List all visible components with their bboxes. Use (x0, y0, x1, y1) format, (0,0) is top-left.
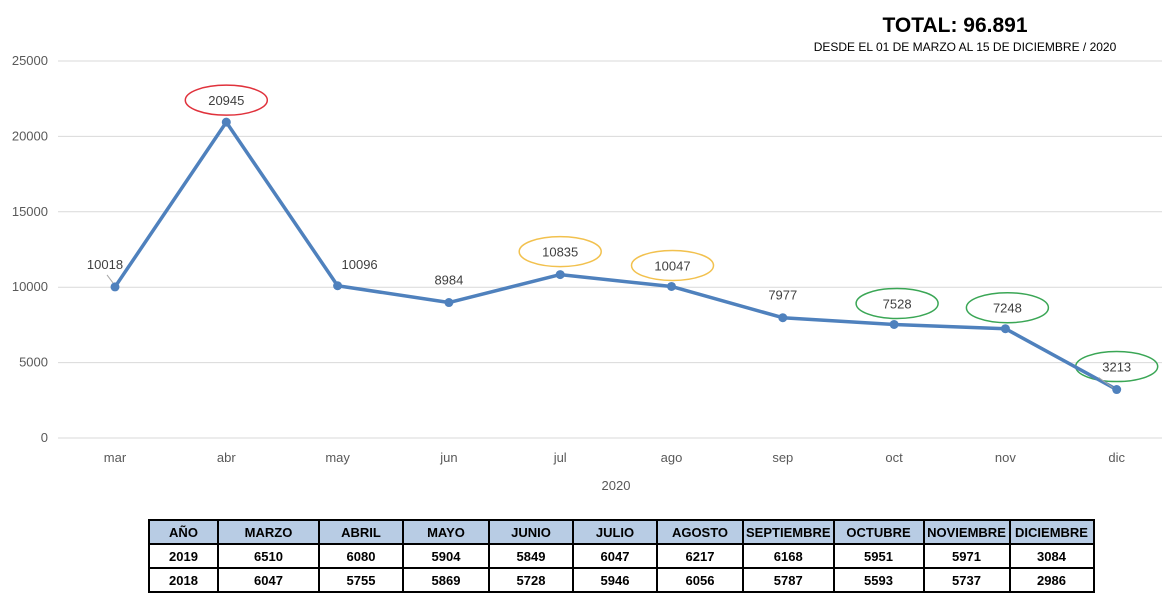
table-cell: 5737 (922, 567, 1011, 593)
data-point (889, 319, 899, 329)
data-point (333, 281, 343, 291)
table-cell: 2986 (1008, 567, 1095, 593)
series-line (113, 120, 1118, 392)
table-cell: 5593 (832, 567, 925, 593)
table-cell: 5951 (832, 543, 925, 569)
x-tick-label: jul (553, 450, 567, 465)
label-leader-line (1098, 377, 1113, 388)
table-cell: 6217 (656, 543, 744, 569)
table-cell: 5728 (488, 567, 574, 593)
x-tick-label: dic (1108, 450, 1125, 465)
table-cell: 5869 (402, 567, 490, 593)
highlight-ellipse (184, 84, 269, 116)
table-cell: 5755 (318, 567, 404, 593)
x-tick-label: jun (439, 450, 457, 465)
table-cell: 6168 (742, 543, 835, 569)
data-point (1112, 385, 1122, 395)
data-point (221, 117, 231, 127)
table-row: 2018 6047 5755 5869 5728 5946 6056 5787 … (148, 567, 1095, 593)
x-tick-label: oct (885, 450, 903, 465)
table-cell: 2018 (148, 567, 219, 593)
label-leader-line (106, 274, 114, 284)
table-cell: 6047 (572, 543, 658, 569)
table-cell: 3084 (1008, 543, 1095, 569)
y-tick-label: 25000 (12, 53, 48, 68)
header-cell-august: AGOSTO (656, 519, 744, 545)
header-cell-may: MAYO (402, 519, 490, 545)
table-cell: 5946 (572, 567, 658, 593)
x-tick-label: nov (995, 450, 1016, 465)
y-tick-label: 15000 (12, 204, 48, 219)
x-tick-label: may (325, 450, 350, 465)
highlight-ellipse (518, 235, 602, 268)
data-label: 7977 (768, 288, 797, 303)
y-tick-label: 20000 (12, 128, 48, 143)
highlight-ellipse (855, 287, 939, 320)
monthly-comparison-table: AÑO MARZO ABRIL MAYO JUNIO JULIO AGOSTO … (148, 519, 1095, 593)
header-cell-november: NOVIEMBRE (922, 519, 1011, 545)
header-cell-june: JUNIO (488, 519, 574, 545)
data-label: 10096 (342, 257, 378, 272)
x-tick-label: mar (104, 450, 127, 465)
header-cell-year: AÑO (148, 519, 219, 545)
table-cell: 5849 (488, 543, 574, 569)
data-label: 8984 (434, 273, 463, 288)
data-label: 3213 (1102, 360, 1131, 375)
y-tick-label: 5000 (19, 355, 48, 370)
chart-total-title: TOTAL: 96.891 (882, 14, 1028, 37)
header-cell-march: MARZO (217, 519, 320, 545)
y-tick-label: 10000 (12, 279, 48, 294)
table-cell: 6047 (217, 567, 320, 593)
table-cell: 6056 (656, 567, 744, 593)
data-point (778, 313, 788, 323)
x-tick-label: abr (217, 450, 236, 465)
header-cell-december: DICIEMBRE (1008, 519, 1095, 545)
data-label: 7528 (883, 296, 912, 311)
header-cell-july: JULIO (572, 519, 658, 545)
data-point (444, 298, 454, 308)
data-point (110, 282, 120, 292)
x-tick-label: sep (772, 450, 793, 465)
table-cell: 5787 (742, 567, 835, 593)
data-label: 10047 (654, 258, 690, 273)
chart-date-range-subtitle: DESDE EL 01 DE MARZO AL 15 DE DICIEMBRE … (813, 40, 1117, 54)
y-tick-label: 0 (41, 430, 48, 445)
table-cell: 6080 (318, 543, 404, 569)
data-point (555, 270, 565, 280)
header-cell-april: ABRIL (318, 519, 404, 545)
table-cell: 5904 (402, 543, 490, 569)
header-cell-september: SEPTIEMBRE (742, 519, 835, 545)
table-header-row: AÑO MARZO ABRIL MAYO JUNIO JULIO AGOSTO … (148, 519, 1095, 545)
table-cell: 2019 (148, 543, 219, 569)
table-row: 2019 6510 6080 5904 5849 6047 6217 6168 … (148, 543, 1095, 569)
data-point (1000, 324, 1010, 334)
x-tick-label: ago (661, 450, 683, 465)
highlight-ellipse (630, 249, 715, 282)
x-axis-title: 2020 (602, 478, 631, 493)
data-label: 7248 (993, 301, 1022, 316)
table-cell: 6510 (217, 543, 320, 569)
data-label: 10835 (542, 245, 578, 260)
line-chart: 0 5000 10000 15000 20000 25000 mar abr may jun jul… (12, 53, 1162, 493)
data-point (667, 281, 676, 291)
table-cell: 5971 (922, 543, 1011, 569)
data-label: 20945 (208, 93, 244, 108)
header-cell-october: OCTUBRE (832, 519, 925, 545)
data-label: 10018 (87, 257, 123, 272)
highlight-ellipse (965, 291, 1050, 324)
